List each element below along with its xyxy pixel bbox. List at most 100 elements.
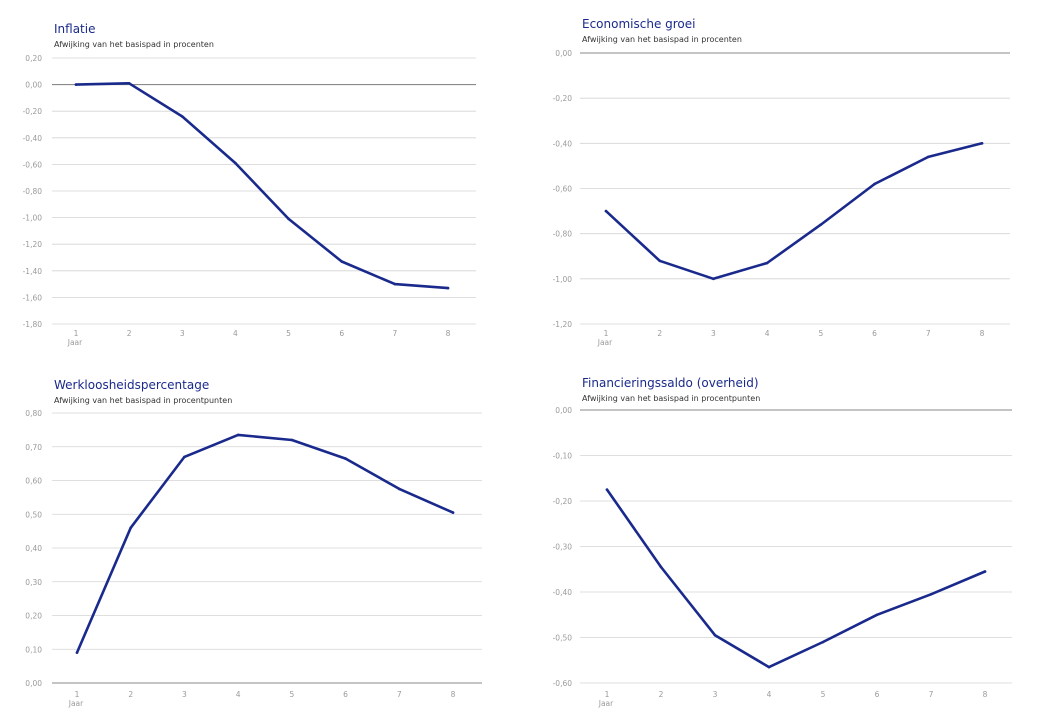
data-point — [713, 633, 717, 637]
data-point — [929, 592, 933, 596]
x-tick-label: 1 — [75, 690, 80, 699]
y-tick-label: 0,30 — [25, 578, 42, 587]
y-tick-label: -0,60 — [553, 185, 573, 194]
x-tick-label: 3 — [713, 690, 718, 699]
chart-subtitle: Afwijking van het basispad in procenten — [54, 40, 214, 49]
x-tick-label: 4 — [767, 690, 772, 699]
data-point — [875, 613, 879, 617]
x-tick-label: 3 — [182, 690, 187, 699]
y-tick-label: -0,10 — [553, 452, 573, 461]
x-tick-label: 7 — [929, 690, 934, 699]
data-point — [765, 261, 769, 265]
x-tick-label: 4 — [236, 690, 241, 699]
x-tick-label: 8 — [451, 690, 456, 699]
x-tick-label: 1 — [74, 329, 79, 338]
y-tick-label: -1,40 — [23, 267, 43, 276]
y-tick-label: 0,80 — [25, 409, 42, 418]
y-tick-label: -0,60 — [23, 160, 43, 169]
x-tick-label: 6 — [875, 690, 880, 699]
data-point — [604, 209, 608, 213]
x-tick-label: 5 — [286, 329, 291, 338]
series-line — [74, 82, 450, 290]
y-tick-label: -0,50 — [553, 634, 573, 643]
x-tick-label: 7 — [392, 329, 397, 338]
y-tick-label: -0,20 — [553, 94, 573, 103]
x-tick-label: 1 — [605, 690, 610, 699]
y-tick-label: 0,20 — [25, 612, 42, 621]
y-tick-label: -0,80 — [23, 187, 43, 196]
y-tick-label: -0,40 — [553, 588, 573, 597]
x-axis-unit-label: Jaar — [68, 699, 84, 708]
y-tick-label: -0,60 — [553, 679, 573, 688]
chart-title: Economische groei — [582, 17, 696, 31]
y-tick-label: 0,00 — [25, 679, 42, 688]
y-tick-label: -1,00 — [553, 275, 573, 284]
y-tick-label: 0,00 — [555, 406, 572, 415]
x-axis-unit-label: Jaar — [597, 338, 613, 347]
y-tick-label: 0,60 — [25, 477, 42, 486]
y-tick-label: -0,30 — [553, 543, 573, 552]
x-tick-label: 1 — [604, 329, 609, 338]
data-point — [605, 488, 609, 491]
data-point — [129, 526, 133, 530]
data-point — [183, 455, 186, 459]
series-line — [604, 142, 984, 281]
data-point — [980, 142, 984, 145]
x-tick-label: 8 — [980, 329, 985, 338]
data-point — [393, 282, 397, 286]
y-tick-label: 0,00 — [25, 81, 42, 90]
data-point — [287, 217, 290, 221]
data-point — [767, 665, 771, 669]
y-tick-label: -0,20 — [23, 107, 43, 116]
data-point — [234, 161, 237, 165]
x-tick-label: 7 — [397, 690, 402, 699]
x-tick-label: 2 — [659, 690, 664, 699]
x-tick-label: 5 — [821, 690, 826, 699]
x-tick-label: 6 — [872, 329, 877, 338]
data-point — [397, 487, 401, 491]
x-tick-label: 4 — [233, 329, 238, 338]
x-tick-label: 2 — [128, 690, 133, 699]
data-point — [344, 457, 347, 460]
data-point — [127, 81, 131, 85]
y-tick-label: -0,40 — [553, 139, 573, 148]
y-tick-label: -1,60 — [23, 293, 43, 302]
data-point — [659, 565, 663, 569]
chart-title: Inflatie — [54, 22, 96, 36]
data-point — [712, 277, 715, 281]
data-point — [821, 640, 825, 644]
y-tick-label: 0,20 — [25, 54, 42, 63]
y-tick-label: 0,40 — [25, 544, 42, 553]
y-tick-label: -1,00 — [23, 214, 43, 223]
y-tick-label: 0,00 — [555, 49, 572, 58]
chart-subtitle: Afwijking van het basispad in procenten — [582, 35, 742, 44]
data-point — [180, 115, 184, 118]
data-point — [451, 511, 455, 514]
data-point — [983, 570, 987, 573]
x-tick-label: 8 — [446, 329, 451, 338]
data-point — [819, 223, 823, 226]
y-tick-label: 0,10 — [25, 645, 42, 654]
y-tick-label: -1,20 — [23, 240, 43, 249]
data-point — [926, 155, 930, 159]
data-point — [340, 260, 344, 263]
x-tick-label: 4 — [765, 329, 770, 338]
x-tick-label: 3 — [711, 329, 716, 338]
data-point — [873, 182, 876, 186]
y-tick-label: -1,80 — [23, 320, 43, 329]
chart-title: Werkloosheidspercentage — [54, 378, 210, 392]
series-line — [605, 488, 987, 669]
x-tick-label: 7 — [926, 329, 931, 338]
y-tick-label: -0,40 — [23, 134, 43, 143]
x-axis-unit-label: Jaar — [598, 699, 614, 708]
y-tick-label: -1,20 — [553, 320, 573, 329]
x-tick-label: 2 — [657, 329, 662, 338]
y-tick-label: -0,80 — [553, 230, 573, 239]
x-tick-label: 5 — [818, 329, 823, 338]
data-point — [74, 83, 78, 86]
x-tick-label: 3 — [180, 329, 185, 338]
data-point — [658, 259, 662, 263]
